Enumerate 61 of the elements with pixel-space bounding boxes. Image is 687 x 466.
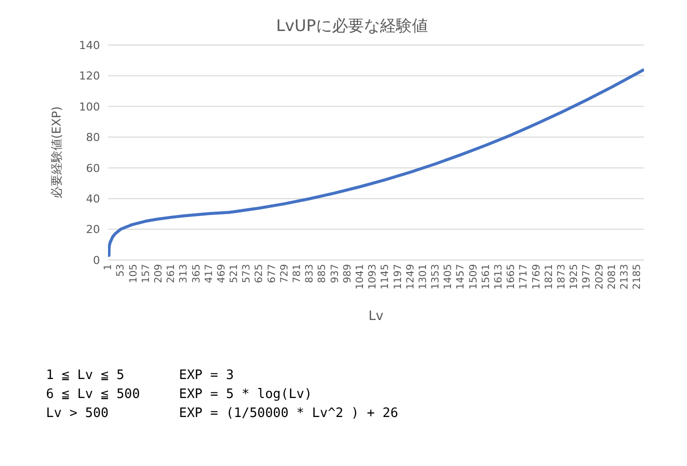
x-tick-label: 417: [204, 264, 215, 284]
x-tick-label: 1301: [418, 264, 429, 290]
chart-title: LvUPに必要な経験値: [275, 15, 429, 37]
y-tick-label: 20: [86, 223, 100, 236]
x-tick-label: 781: [292, 264, 304, 284]
y-tick-label: 40: [86, 192, 100, 206]
x-tick-label: 1769: [531, 264, 542, 290]
x-tick-label: 833: [304, 264, 316, 284]
x-tick-label: 1665: [506, 264, 518, 290]
x-tick-label: 1093: [368, 264, 379, 290]
x-tick-label: 1561: [480, 264, 492, 290]
x-tick-label: 1873: [556, 264, 568, 290]
x-tick-label: 2185: [632, 264, 644, 290]
text: EXP = 5 * log(Lv): [179, 387, 312, 404]
y-tick-label: 100: [79, 100, 100, 114]
x-tick-label: 937: [330, 264, 341, 284]
y-tick-label: 120: [79, 70, 100, 83]
x-tick-label: 105: [128, 264, 140, 284]
x-tick-label: 625: [254, 264, 266, 284]
x-tick-label: 1197: [392, 264, 404, 290]
x-tick-label: 1509: [468, 264, 480, 290]
text: Lv > 500: [46, 406, 110, 423]
x-tick-label: 885: [317, 264, 328, 284]
x-tick-label: 1405: [443, 264, 454, 290]
x-tick-label: 469: [216, 264, 228, 284]
text: 6 ≦ Lv ≦ 500: [46, 387, 141, 404]
x-tick-label: 1977: [582, 264, 593, 290]
x-tick-label: 729: [279, 264, 290, 284]
x-axis-title: Lv: [368, 309, 384, 324]
y-tick-label: 0: [93, 254, 100, 267]
y-axis-title: 必要経験値(EXP): [49, 106, 64, 199]
x-tick-label: 1821: [544, 264, 555, 290]
x-tick-label: 2133: [619, 264, 630, 290]
y-tick-label: 60: [86, 162, 100, 175]
x-tick-label: 1041: [354, 264, 366, 290]
line-series: [108, 68, 644, 257]
x-tick-label: 53: [116, 264, 127, 277]
text: 1 ≦ Lv ≦ 5: [46, 368, 126, 385]
x-tick-label: 989: [342, 264, 354, 284]
x-tick-label: 1353: [430, 264, 442, 290]
x-tick-label: 573: [242, 264, 253, 284]
x-tick-label: 261: [166, 264, 178, 284]
x-tick-label: 1925: [569, 264, 580, 290]
x-tick-label: 209: [153, 264, 164, 284]
x-tick-label: 1457: [456, 264, 467, 290]
x-tick-label: 365: [191, 264, 202, 284]
x-tick-label: 313: [178, 264, 190, 284]
x-tick-label: 157: [140, 264, 152, 284]
x-tick-label: 1: [103, 264, 114, 270]
text: EXP = (1/50000 * Lv^2 ) + 26: [179, 406, 398, 423]
x-tick-label: 521: [229, 264, 240, 284]
x-tick-label: 2081: [606, 264, 618, 290]
x-tick-label: 677: [266, 264, 278, 284]
x-tick-label: 1145: [380, 264, 392, 290]
x-tick-label: 1717: [518, 264, 530, 290]
y-tick-label: 80: [86, 131, 100, 144]
x-tick-label: 1249: [405, 264, 416, 290]
x-tick-label: 1613: [494, 264, 505, 290]
text: EXP = 3: [179, 368, 234, 385]
x-tick-label: 2029: [594, 264, 606, 290]
y-tick-label: 140: [79, 38, 100, 52]
